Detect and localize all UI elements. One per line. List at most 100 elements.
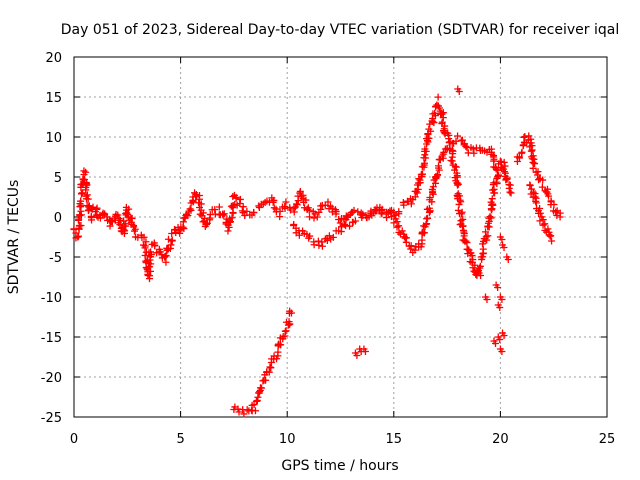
point-main (147, 260, 155, 268)
point-main (449, 147, 457, 155)
y-tick-label: -20 (41, 371, 62, 386)
point-main (84, 195, 92, 203)
point-arc (393, 223, 401, 231)
point-lower-branch (290, 221, 298, 229)
x-tick-label: 25 (599, 432, 616, 447)
point-arc (407, 245, 415, 253)
point-main (306, 213, 314, 221)
point-rising-line (258, 384, 266, 392)
point-main (76, 211, 84, 219)
point-main (219, 211, 227, 219)
point-main (310, 214, 318, 222)
point-arc (395, 228, 403, 236)
point-main (486, 213, 494, 221)
point-main (407, 200, 415, 208)
point-main (413, 189, 421, 197)
point-arc (490, 155, 498, 163)
point-arc (359, 210, 367, 218)
point-main (175, 227, 183, 235)
grid-lines (74, 57, 607, 417)
point-declining (536, 205, 544, 213)
point-right-cluster (550, 201, 558, 209)
point-main (164, 235, 172, 243)
point-rising-line (253, 397, 261, 405)
point-right-cluster (534, 171, 542, 179)
point-outliers (492, 340, 500, 347)
y-tick-label: 15 (45, 91, 62, 106)
point-rising-line (251, 407, 259, 415)
x-tick-label: 15 (386, 432, 403, 447)
point-main (77, 197, 85, 205)
point-main (82, 186, 90, 194)
point-main (448, 153, 456, 161)
point-arc (390, 211, 398, 219)
point-main (506, 188, 514, 196)
point-main (74, 233, 82, 241)
point-main (435, 104, 443, 112)
point-main (457, 210, 465, 218)
point-main (75, 232, 83, 240)
point-main (80, 167, 88, 175)
point-main (290, 204, 298, 212)
point-main (469, 264, 477, 272)
point-main (180, 225, 188, 233)
point-main (474, 268, 482, 276)
point-declining (526, 181, 534, 189)
point-outliers (498, 296, 506, 303)
point-main (507, 189, 515, 197)
point-arc (434, 171, 442, 179)
point-declining (541, 220, 549, 228)
point-main (228, 214, 236, 222)
point-arc (377, 209, 385, 217)
point-arc (420, 229, 428, 237)
point-rising-line (235, 408, 243, 416)
x-tick-labels: 0 5 10 15 20 25 (70, 432, 615, 447)
point-rising-line (287, 309, 295, 317)
point-arc (491, 163, 499, 171)
point-lower-branch (346, 222, 354, 230)
y-tick-label: 20 (45, 51, 62, 66)
point-rising-line (254, 393, 262, 401)
point-rising-line (240, 410, 248, 418)
point-right-cluster (520, 133, 528, 141)
point-rising-line (285, 318, 293, 326)
point-main (179, 218, 187, 226)
point-main (463, 239, 471, 247)
point-main (141, 244, 149, 252)
point-main (421, 159, 429, 167)
point-main (293, 201, 301, 209)
point-arc (435, 164, 443, 172)
point-main (146, 267, 154, 275)
point-outliers (496, 304, 504, 311)
point-lower-branch (325, 232, 333, 240)
point-main (489, 186, 497, 194)
point-isolated (361, 348, 369, 355)
point-main (83, 191, 91, 199)
point-main (106, 222, 114, 230)
point-main (203, 221, 211, 229)
data-points (70, 85, 564, 418)
point-main (324, 198, 332, 206)
point-arc (378, 205, 386, 213)
point-right-cluster (538, 183, 546, 191)
point-outliers (500, 244, 508, 251)
point-outliers (468, 252, 476, 259)
point-main (281, 202, 289, 210)
point-main (350, 206, 358, 214)
point-main (121, 220, 129, 228)
point-rising-line (281, 327, 289, 335)
point-main (168, 229, 176, 237)
point-outliers (494, 284, 502, 291)
point-main (294, 192, 302, 200)
point-main (462, 237, 470, 245)
point-arc (428, 198, 436, 206)
point-outliers (504, 256, 512, 263)
point-right-cluster (530, 159, 538, 167)
point-main (434, 93, 442, 101)
point-main (232, 194, 240, 202)
point-declining (544, 225, 552, 233)
point-arc (395, 222, 403, 230)
point-arc (470, 149, 478, 157)
point-outliers (483, 296, 491, 303)
point-main (458, 208, 466, 216)
